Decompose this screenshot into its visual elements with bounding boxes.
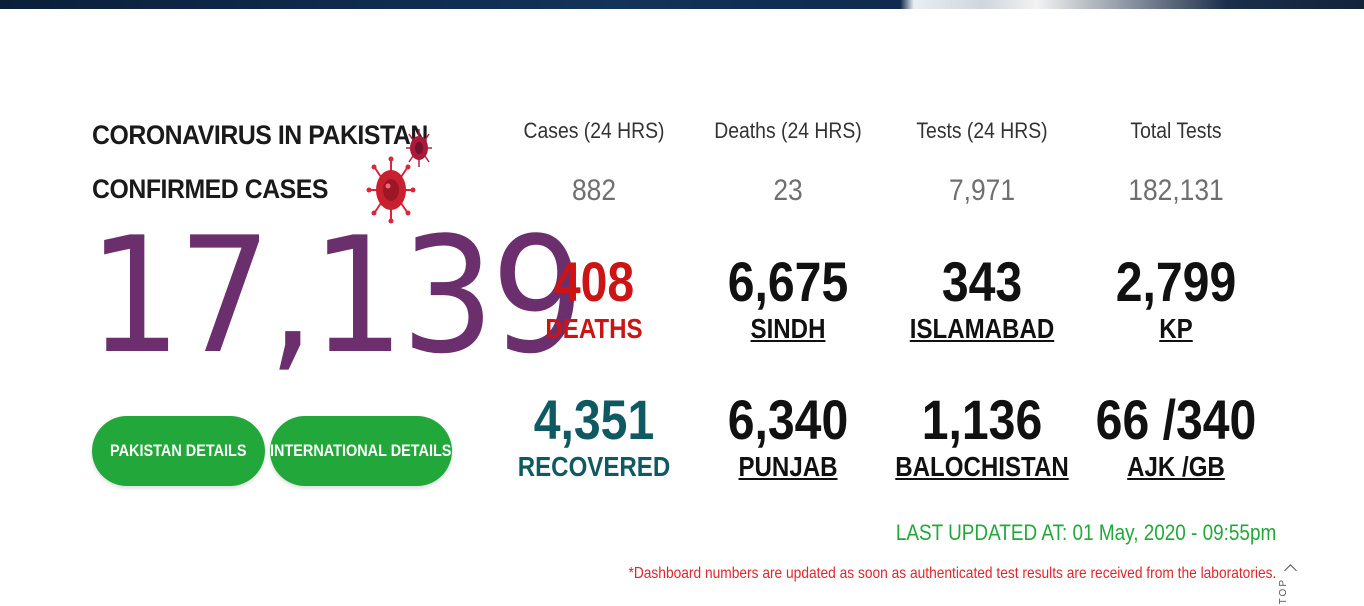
region-balochistan[interactable]: 1,136 BALOCHISTAN: [872, 390, 1092, 484]
sindh-count: 6,675: [727, 250, 849, 313]
pakistan-details-button[interactable]: PAKISTAN DETAILS: [92, 416, 265, 486]
deaths-summary: 408 DEATHS: [484, 252, 704, 346]
deaths-count: 408: [553, 250, 635, 313]
recovered-summary: 4,351 RECOVERED: [484, 390, 704, 484]
region-punjab[interactable]: 6,340 PUNJAB: [678, 390, 898, 484]
sindh-link[interactable]: SINDH: [750, 313, 826, 344]
ajk-gb-count: 66 /340: [1095, 388, 1257, 451]
stat-total-tests: Total Tests 182,131: [1086, 118, 1266, 208]
disclaimer-note: *Dashboard numbers are updated as soon a…: [628, 565, 1276, 582]
stat-value: 23: [773, 174, 803, 207]
stat-label: Deaths (24 HRS): [714, 118, 862, 143]
stat-value: 182,131: [1128, 174, 1224, 207]
header-banner-strip: [0, 0, 1364, 9]
last-updated: LAST UPDATED AT: 01 May, 2020 - 09:55pm: [895, 520, 1276, 545]
region-sindh[interactable]: 6,675 SINDH: [678, 252, 898, 346]
confirmed-cases-count: 17,139: [88, 202, 585, 389]
region-islamabad[interactable]: 343 ISLAMABAD: [872, 252, 1092, 346]
top-label: TOP: [1278, 578, 1289, 605]
balochistan-count: 1,136: [921, 388, 1043, 451]
chevron-up-icon: [1284, 564, 1297, 577]
deaths-label: DEATHS: [545, 313, 643, 344]
international-details-label: INTERNATIONAL DETAILS: [270, 441, 452, 460]
ajk-gb-link[interactable]: AJK /GB: [1127, 451, 1225, 482]
virus-icon: [406, 129, 432, 167]
scroll-to-top-button[interactable]: TOP: [1278, 564, 1300, 606]
islamabad-count: 343: [941, 250, 1023, 313]
kp-count: 2,799: [1115, 250, 1237, 313]
stat-label: Cases (24 HRS): [523, 118, 665, 143]
stat-value: 7,971: [948, 174, 1016, 207]
stat-deaths-24hrs: Deaths (24 HRS) 23: [698, 118, 878, 208]
region-kp[interactable]: 2,799 KP: [1066, 252, 1286, 346]
islamabad-link[interactable]: ISLAMABAD: [909, 313, 1055, 344]
balochistan-link[interactable]: BALOCHISTAN: [895, 451, 1069, 482]
recovered-count: 4,351: [533, 388, 655, 451]
international-details-button[interactable]: INTERNATIONAL DETAILS: [270, 416, 452, 486]
virus-icon: [366, 156, 416, 224]
stat-cases-24hrs: Cases (24 HRS) 882: [504, 118, 684, 208]
punjab-count: 6,340: [727, 388, 849, 451]
stat-label: Tests (24 HRS): [916, 118, 1048, 143]
confirmed-cases-title: CONFIRMED CASES: [92, 174, 328, 204]
punjab-link[interactable]: PUNJAB: [738, 451, 838, 482]
stat-label: Total Tests: [1130, 118, 1222, 143]
page-title: CORONAVIRUS IN PAKISTAN: [92, 120, 428, 150]
recovered-label: RECOVERED: [517, 451, 671, 482]
confirmed-cases-panel: CORONAVIRUS IN PAKISTAN CONFIRMED CASES: [88, 118, 585, 498]
region-ajk-gb[interactable]: 66 /340 AJK /GB: [1066, 390, 1286, 484]
kp-link[interactable]: KP: [1159, 313, 1193, 344]
stat-tests-24hrs: Tests (24 HRS) 7,971: [892, 118, 1072, 208]
stat-value: 882: [571, 174, 617, 207]
pakistan-details-label: PAKISTAN DETAILS: [110, 441, 247, 460]
